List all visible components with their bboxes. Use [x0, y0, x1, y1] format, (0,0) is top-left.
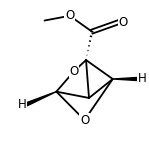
Text: O: O: [65, 9, 74, 22]
Polygon shape: [113, 77, 138, 81]
Text: O: O: [70, 65, 79, 78]
Text: H: H: [18, 98, 27, 111]
Text: H: H: [138, 73, 147, 85]
Text: O: O: [80, 114, 89, 127]
Polygon shape: [26, 92, 56, 106]
Text: O: O: [119, 16, 128, 29]
